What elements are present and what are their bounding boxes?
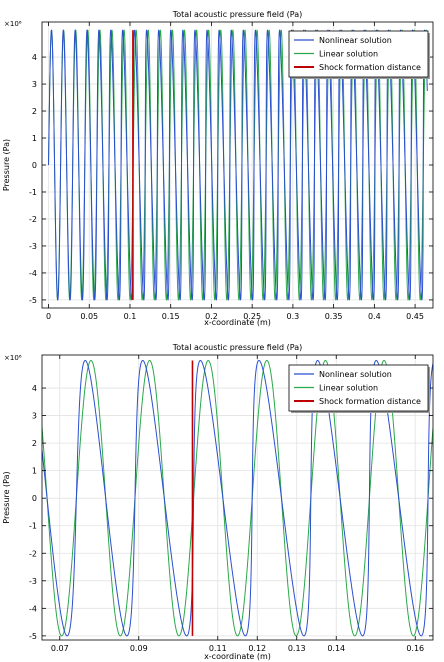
y-axis-multiplier: ×10⁶ bbox=[4, 20, 22, 28]
legend-label: Shock formation distance bbox=[319, 397, 421, 406]
linear-solution-line bbox=[42, 360, 433, 637]
x-tick-label: 0.25 bbox=[243, 312, 261, 321]
chart-title: Total acoustic pressure field (Pa) bbox=[172, 10, 302, 19]
x-tick-label: 0.12 bbox=[248, 644, 266, 653]
x-tick-label: 0.3 bbox=[287, 312, 300, 321]
y-axis-multiplier: ×10⁶ bbox=[4, 354, 22, 362]
y-axis-label: Pressure (Pa) bbox=[2, 139, 11, 191]
y-tick-label: 3 bbox=[32, 412, 37, 421]
y-tick-label: 3 bbox=[32, 80, 37, 89]
y-tick-label: -2 bbox=[29, 215, 37, 224]
legend-label: Linear solution bbox=[319, 50, 378, 59]
x-tick-label: 0.45 bbox=[406, 312, 424, 321]
x-tick-label: 0.16 bbox=[406, 644, 424, 653]
x-tick-label: 0.13 bbox=[288, 644, 306, 653]
legend-label: Nonlinear solution bbox=[319, 36, 392, 45]
y-tick-label: -4 bbox=[29, 604, 37, 613]
y-tick-label: 4 bbox=[32, 53, 37, 62]
y-tick-label: -3 bbox=[29, 577, 37, 586]
y-tick-label: 1 bbox=[32, 467, 37, 476]
x-tick-label: 0.05 bbox=[80, 312, 98, 321]
y-tick-label: -5 bbox=[29, 632, 37, 641]
legend-label: Nonlinear solution bbox=[319, 370, 392, 379]
x-tick-label: 0.35 bbox=[325, 312, 343, 321]
y-tick-label: -3 bbox=[29, 242, 37, 251]
y-tick-label: 1 bbox=[32, 134, 37, 143]
y-tick-label: -1 bbox=[29, 188, 37, 197]
nonlinear-solution-line bbox=[48, 29, 428, 301]
x-tick-label: 0.1 bbox=[124, 312, 137, 321]
legend-label: Shock formation distance bbox=[319, 63, 421, 72]
x-tick-label: 0 bbox=[46, 312, 51, 321]
y-tick-label: -5 bbox=[29, 296, 37, 305]
chart-title: Total acoustic pressure field (Pa) bbox=[172, 343, 302, 352]
y-tick-label: 2 bbox=[32, 439, 37, 448]
x-tick-label: 0.11 bbox=[209, 644, 227, 653]
x-axis-label: x-coordinate (m) bbox=[204, 652, 271, 661]
x-tick-label: 0.15 bbox=[162, 312, 180, 321]
nonlinear-solution-line bbox=[42, 360, 433, 637]
plot-frame bbox=[41, 354, 434, 641]
chart-panel-bottom: 0.07 0.09 0.11 0.12 0.13 0.14 0.16 -5 -4 -3 -2 -1 0 1… bbox=[2, 343, 434, 661]
y-tick-label: -1 bbox=[29, 522, 37, 531]
y-tick-label: -2 bbox=[29, 549, 37, 558]
series-layer bbox=[42, 360, 433, 637]
y-tick-label: 0 bbox=[32, 161, 37, 170]
y-tick-label: 0 bbox=[32, 494, 37, 503]
x-tick-label: 0.4 bbox=[368, 312, 381, 321]
y-axis-label: Pressure (Pa) bbox=[2, 471, 11, 523]
x-tick-label: 0.07 bbox=[51, 644, 69, 653]
x-axis-label: x-coordinate (m) bbox=[204, 318, 271, 327]
y-tick-label: -4 bbox=[29, 269, 37, 278]
x-tick-label: 0.2 bbox=[205, 312, 218, 321]
y-tick-label: 4 bbox=[32, 384, 37, 393]
y-tick-label: 2 bbox=[32, 107, 37, 116]
chart-panel-top: 0 0.05 0.1 0.15 0.2 0.25 0.3 0.35 0.4 0.45 -5 -4 -3 -… bbox=[2, 10, 434, 327]
x-tick-label: 0.14 bbox=[327, 644, 345, 653]
legend-label: Linear solution bbox=[319, 384, 378, 393]
x-tick-label: 0.09 bbox=[130, 644, 148, 653]
